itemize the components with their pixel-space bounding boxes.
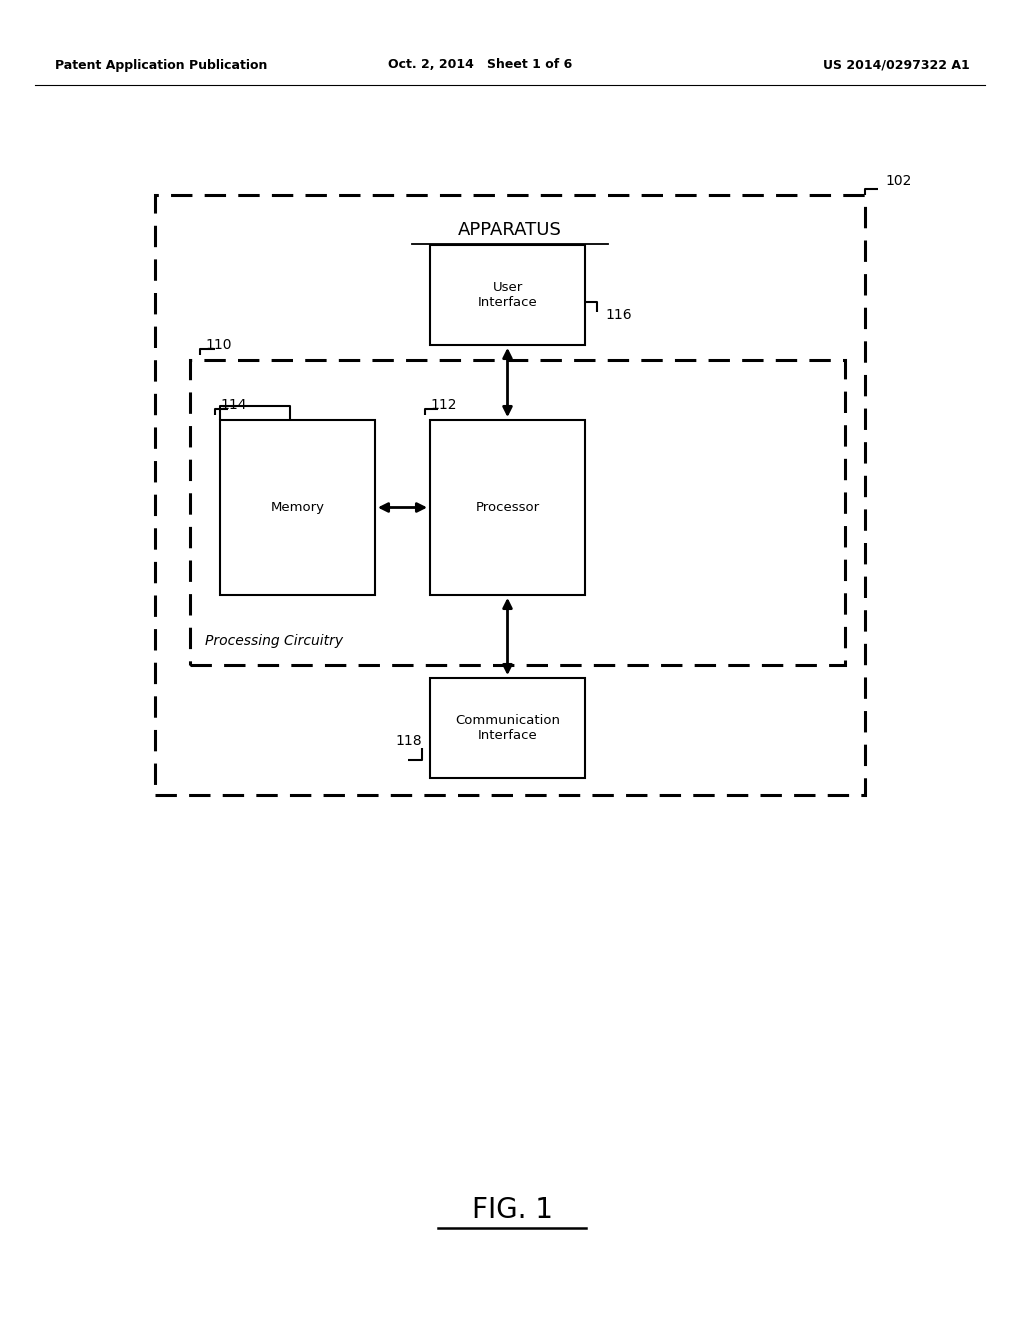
FancyBboxPatch shape: [430, 678, 585, 777]
Text: Communication
Interface: Communication Interface: [455, 714, 560, 742]
Text: 116: 116: [605, 308, 632, 322]
Text: 112: 112: [430, 399, 457, 412]
Text: 110: 110: [205, 338, 231, 352]
FancyBboxPatch shape: [430, 246, 585, 345]
Text: FIG. 1: FIG. 1: [471, 1196, 553, 1224]
Text: 118: 118: [395, 734, 422, 748]
FancyBboxPatch shape: [430, 420, 585, 595]
Text: User
Interface: User Interface: [477, 281, 538, 309]
Text: Processor: Processor: [475, 502, 540, 513]
FancyBboxPatch shape: [155, 195, 865, 795]
Text: Patent Application Publication: Patent Application Publication: [55, 58, 267, 71]
FancyBboxPatch shape: [190, 360, 845, 665]
Text: US 2014/0297322 A1: US 2014/0297322 A1: [823, 58, 970, 71]
Text: Processing Circuitry: Processing Circuitry: [205, 634, 343, 648]
Text: 102: 102: [885, 174, 911, 187]
FancyBboxPatch shape: [220, 420, 375, 595]
Text: Memory: Memory: [270, 502, 325, 513]
Text: APPARATUS: APPARATUS: [458, 220, 562, 239]
Text: Oct. 2, 2014   Sheet 1 of 6: Oct. 2, 2014 Sheet 1 of 6: [388, 58, 572, 71]
Text: 114: 114: [220, 399, 247, 412]
